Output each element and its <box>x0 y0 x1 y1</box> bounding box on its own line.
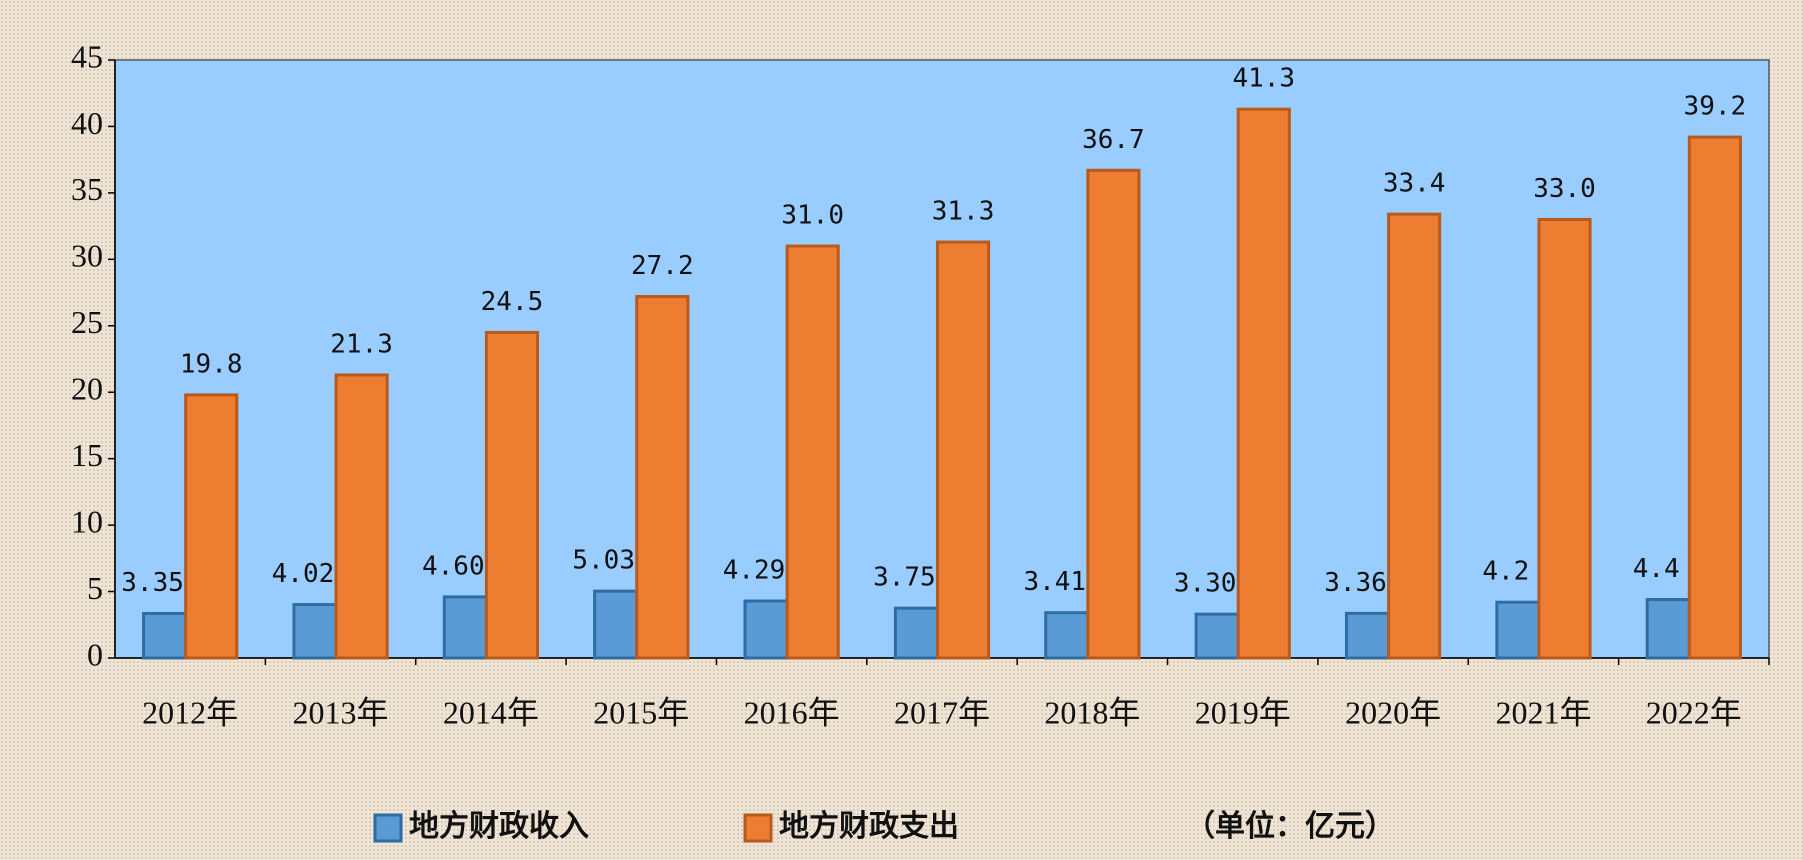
x-tick-label: 2021年 <box>1495 694 1591 730</box>
y-tick-label: 0 <box>87 636 103 672</box>
bar <box>142 611 188 660</box>
value-label: 39.2 <box>1684 92 1747 122</box>
x-tick-label: 2012年 <box>142 694 238 730</box>
y-tick-label: 25 <box>71 304 103 340</box>
bar <box>1344 611 1391 660</box>
bar <box>785 244 840 660</box>
value-label: 36.7 <box>1082 125 1145 155</box>
x-tick-label: 2014年 <box>443 694 539 730</box>
bar <box>743 599 789 660</box>
value-label: 3.35 <box>121 568 184 598</box>
value-label: 41.3 <box>1232 64 1295 94</box>
bar <box>1645 598 1691 660</box>
y-tick-label: 40 <box>71 105 103 141</box>
value-label: 3.41 <box>1023 567 1086 597</box>
y-tick-label: 30 <box>71 238 103 274</box>
y-tick-label: 20 <box>71 371 103 407</box>
value-label: 19.8 <box>180 349 243 379</box>
value-label: 5.03 <box>572 546 635 576</box>
value-label: 27.2 <box>631 251 694 281</box>
legend-swatch <box>373 813 403 843</box>
value-label: 4.4 <box>1633 554 1680 584</box>
x-tick-label: 2020年 <box>1345 694 1441 730</box>
bar <box>292 603 338 660</box>
x-tick-label: 2013年 <box>293 694 389 730</box>
bar <box>1495 600 1541 660</box>
legend-swatch <box>743 813 773 843</box>
value-label: 31.0 <box>781 201 844 231</box>
value-label: 33.0 <box>1533 174 1596 204</box>
x-tick-label: 2016年 <box>744 694 840 730</box>
value-label: 33.4 <box>1383 169 1446 199</box>
bar <box>1086 168 1141 660</box>
value-label: 3.75 <box>873 563 936 593</box>
x-tick-label: 2019年 <box>1195 694 1291 730</box>
unit-note: （单位：亿元） <box>1185 809 1395 844</box>
x-tick-label: 2018年 <box>1044 694 1140 730</box>
bar <box>893 606 939 660</box>
x-tick-label: 2022年 <box>1646 694 1742 730</box>
bar <box>1194 612 1240 660</box>
bar <box>1387 212 1442 660</box>
legend-label: 地方财政收入 <box>409 809 589 844</box>
y-tick-label: 5 <box>87 570 103 606</box>
bar <box>184 393 239 660</box>
y-tick-label: 10 <box>71 503 103 539</box>
bar <box>1236 107 1291 660</box>
value-label: 4.2 <box>1482 557 1529 587</box>
value-label: 4.60 <box>422 551 485 581</box>
bar <box>442 595 488 660</box>
y-tick-label: 35 <box>71 171 103 207</box>
bar <box>334 373 389 660</box>
bar <box>484 330 540 660</box>
value-label: 31.3 <box>932 197 995 227</box>
value-label: 4.02 <box>272 559 335 589</box>
bar <box>1687 135 1742 660</box>
value-label: 21.3 <box>330 329 393 359</box>
bar <box>1537 217 1592 660</box>
bar <box>593 589 639 660</box>
x-tick-label: 2015年 <box>593 694 689 730</box>
value-label: 3.30 <box>1174 569 1237 599</box>
value-label: 24.5 <box>481 287 544 317</box>
bar <box>635 295 690 660</box>
x-tick-label: 2017年 <box>894 694 990 730</box>
bar <box>1044 611 1090 660</box>
bar <box>935 240 991 660</box>
y-tick-label: 15 <box>71 437 103 473</box>
y-tick-label: 45 <box>71 38 103 74</box>
value-label: 4.29 <box>723 555 786 585</box>
value-label: 3.36 <box>1324 568 1387 598</box>
legend-label: 地方财政支出 <box>779 809 959 844</box>
